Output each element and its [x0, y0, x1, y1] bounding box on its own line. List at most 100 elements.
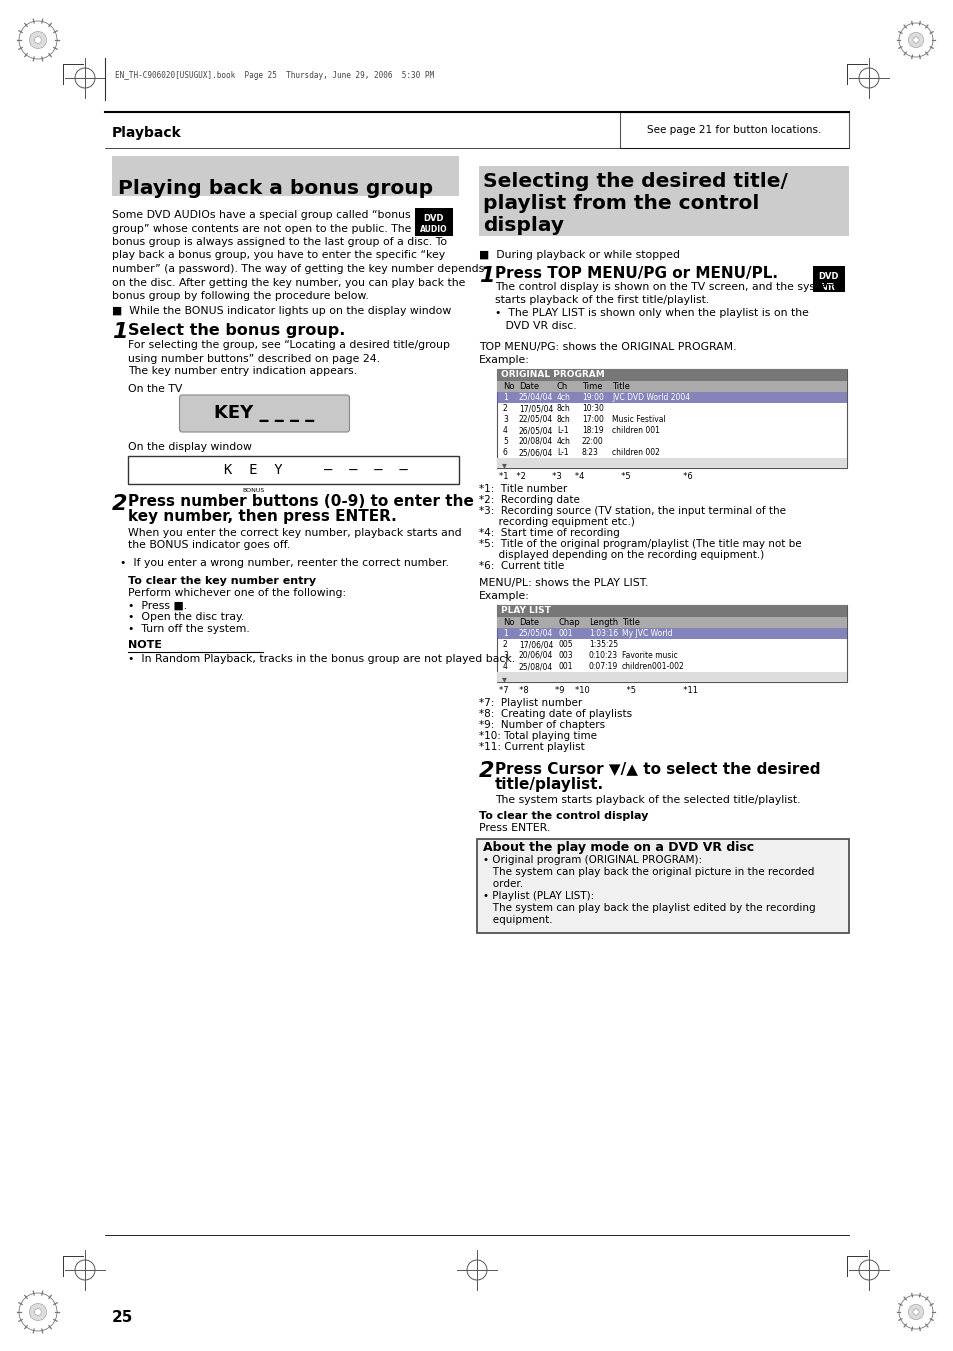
Text: children 001: children 001 — [612, 426, 659, 435]
Text: AUDIO: AUDIO — [419, 226, 447, 234]
Text: 19:00: 19:00 — [581, 393, 603, 403]
Text: 2: 2 — [502, 404, 507, 413]
Text: starts playback of the first title/playlist.: starts playback of the first title/playl… — [495, 295, 708, 305]
Text: display: display — [482, 216, 563, 235]
Text: *10: Total playing time: *10: Total playing time — [478, 731, 597, 740]
Text: KEY _ _ _ _: KEY _ _ _ _ — [214, 404, 314, 423]
Text: *8:  Creating date of playlists: *8: Creating date of playlists — [478, 709, 632, 719]
Bar — [478, 166, 848, 236]
Text: 25: 25 — [112, 1310, 133, 1325]
Text: 17/06/04: 17/06/04 — [518, 640, 553, 648]
Text: 2: 2 — [112, 493, 128, 513]
Bar — [497, 369, 846, 381]
Text: Example:: Example: — [478, 590, 529, 601]
Text: Date: Date — [518, 617, 538, 627]
Text: ■  During playback or while stopped: ■ During playback or while stopped — [478, 250, 679, 259]
Text: NOTE: NOTE — [128, 640, 162, 650]
Text: BONUS: BONUS — [242, 488, 265, 493]
Text: 001: 001 — [558, 630, 573, 638]
Text: When you enter the correct key number, playback starts and: When you enter the correct key number, p… — [128, 527, 461, 538]
Circle shape — [907, 32, 923, 47]
Text: *4:  Start time of recording: *4: Start time of recording — [478, 528, 619, 538]
Text: 4ch: 4ch — [557, 393, 570, 403]
Text: Ch: Ch — [557, 382, 568, 390]
Text: 25/05/04: 25/05/04 — [518, 630, 553, 638]
Text: 3: 3 — [502, 651, 507, 661]
Text: on the disc. After getting the key number, you can play back the: on the disc. After getting the key numbe… — [112, 277, 465, 288]
Bar — [497, 369, 846, 467]
Text: Select the bonus group.: Select the bonus group. — [128, 323, 345, 338]
Text: key number, then press ENTER.: key number, then press ENTER. — [128, 509, 396, 524]
Text: 1: 1 — [478, 266, 494, 286]
Text: Length: Length — [588, 617, 618, 627]
Text: 1: 1 — [502, 393, 507, 403]
Text: Playback: Playback — [112, 126, 182, 141]
Text: MENU/PL: shows the PLAY LIST.: MENU/PL: shows the PLAY LIST. — [478, 578, 648, 588]
Bar — [497, 392, 846, 403]
Circle shape — [34, 1309, 41, 1316]
Text: 22:00: 22:00 — [581, 436, 603, 446]
Circle shape — [912, 1309, 918, 1315]
Text: *11: Current playlist: *11: Current playlist — [478, 742, 584, 753]
Text: Playing back a bonus group: Playing back a bonus group — [118, 178, 433, 199]
Text: DVD VR disc.: DVD VR disc. — [495, 322, 576, 331]
Text: 17:00: 17:00 — [581, 415, 603, 424]
Text: children 002: children 002 — [612, 449, 659, 457]
Text: 1: 1 — [502, 630, 507, 638]
Text: 20/06/04: 20/06/04 — [518, 651, 553, 661]
Text: ORIGINAL PROGRAM: ORIGINAL PROGRAM — [500, 370, 604, 380]
Bar — [812, 266, 844, 292]
Text: 1:35:25: 1:35:25 — [588, 640, 618, 648]
Bar — [619, 112, 848, 149]
Circle shape — [912, 36, 918, 43]
Text: *6:  Current title: *6: Current title — [478, 561, 563, 571]
Text: children001-002: children001-002 — [621, 662, 684, 671]
Text: 2: 2 — [502, 640, 507, 648]
Text: •  The PLAY LIST is shown only when the playlist is on the: • The PLAY LIST is shown only when the p… — [495, 308, 808, 317]
Text: 26/05/04: 26/05/04 — [518, 426, 553, 435]
Circle shape — [34, 36, 41, 43]
Text: *2:  Recording date: *2: Recording date — [478, 494, 579, 505]
Text: bonus group by following the procedure below.: bonus group by following the procedure b… — [112, 290, 369, 301]
Bar — [497, 605, 846, 682]
Text: Perform whichever one of the following:: Perform whichever one of the following: — [128, 589, 346, 598]
Text: Some DVD AUDIOs have a special group called “bonus: Some DVD AUDIOs have a special group cal… — [112, 209, 410, 220]
Text: • Playlist (PLAY LIST):: • Playlist (PLAY LIST): — [482, 892, 594, 901]
Text: My JVC World: My JVC World — [621, 630, 672, 638]
FancyBboxPatch shape — [179, 394, 349, 432]
Text: •  In Random Playback, tracks in the bonus group are not played back.: • In Random Playback, tracks in the bonu… — [128, 654, 515, 665]
Text: 0:10:23: 0:10:23 — [588, 651, 618, 661]
Text: bonus group is always assigned to the last group of a disc. To: bonus group is always assigned to the la… — [112, 236, 447, 247]
Text: 2: 2 — [478, 761, 494, 781]
Text: EN_TH-C906020[USUGUX].book  Page 25  Thursday, June 29, 2006  5:30 PM: EN_TH-C906020[USUGUX].book Page 25 Thurs… — [115, 70, 434, 80]
Text: Press ENTER.: Press ENTER. — [478, 823, 550, 834]
Text: To clear the control display: To clear the control display — [478, 811, 648, 821]
Text: 003: 003 — [558, 651, 573, 661]
Text: *1:  Title number: *1: Title number — [478, 484, 567, 494]
Text: •  Open the disc tray.: • Open the disc tray. — [128, 612, 244, 623]
Text: On the TV: On the TV — [128, 384, 182, 393]
Text: No: No — [502, 382, 514, 390]
Text: Date: Date — [518, 382, 538, 390]
Text: • Original program (ORIGINAL PROGRAM):: • Original program (ORIGINAL PROGRAM): — [482, 855, 701, 865]
Text: See page 21 for button locations.: See page 21 for button locations. — [646, 126, 821, 135]
Text: 22/05/04: 22/05/04 — [518, 415, 553, 424]
Text: title/playlist.: title/playlist. — [495, 777, 603, 792]
Text: No: No — [502, 617, 514, 627]
Text: the BONUS indicator goes off.: the BONUS indicator goes off. — [128, 540, 290, 550]
Text: Title: Title — [621, 617, 639, 627]
Text: *9:  Number of chapters: *9: Number of chapters — [478, 720, 604, 730]
Text: *7:  Playlist number: *7: Playlist number — [478, 698, 581, 708]
Text: *5:  Title of the original program/playlist (The title may not be: *5: Title of the original program/playli… — [478, 539, 801, 549]
Text: 3: 3 — [502, 415, 507, 424]
Text: Music Festival: Music Festival — [612, 415, 665, 424]
Text: ▾: ▾ — [501, 459, 506, 470]
Text: 5: 5 — [502, 436, 507, 446]
Text: Selecting the desired title/: Selecting the desired title/ — [482, 172, 787, 190]
Text: The control display is shown on the TV screen, and the system: The control display is shown on the TV s… — [495, 282, 836, 292]
Text: playlist from the control: playlist from the control — [482, 195, 759, 213]
Text: 1: 1 — [112, 323, 128, 343]
Text: TOP MENU/PG: shows the ORIGINAL PROGRAM.: TOP MENU/PG: shows the ORIGINAL PROGRAM. — [478, 342, 736, 353]
Text: equipment.: equipment. — [482, 915, 552, 925]
Bar — [112, 155, 458, 196]
